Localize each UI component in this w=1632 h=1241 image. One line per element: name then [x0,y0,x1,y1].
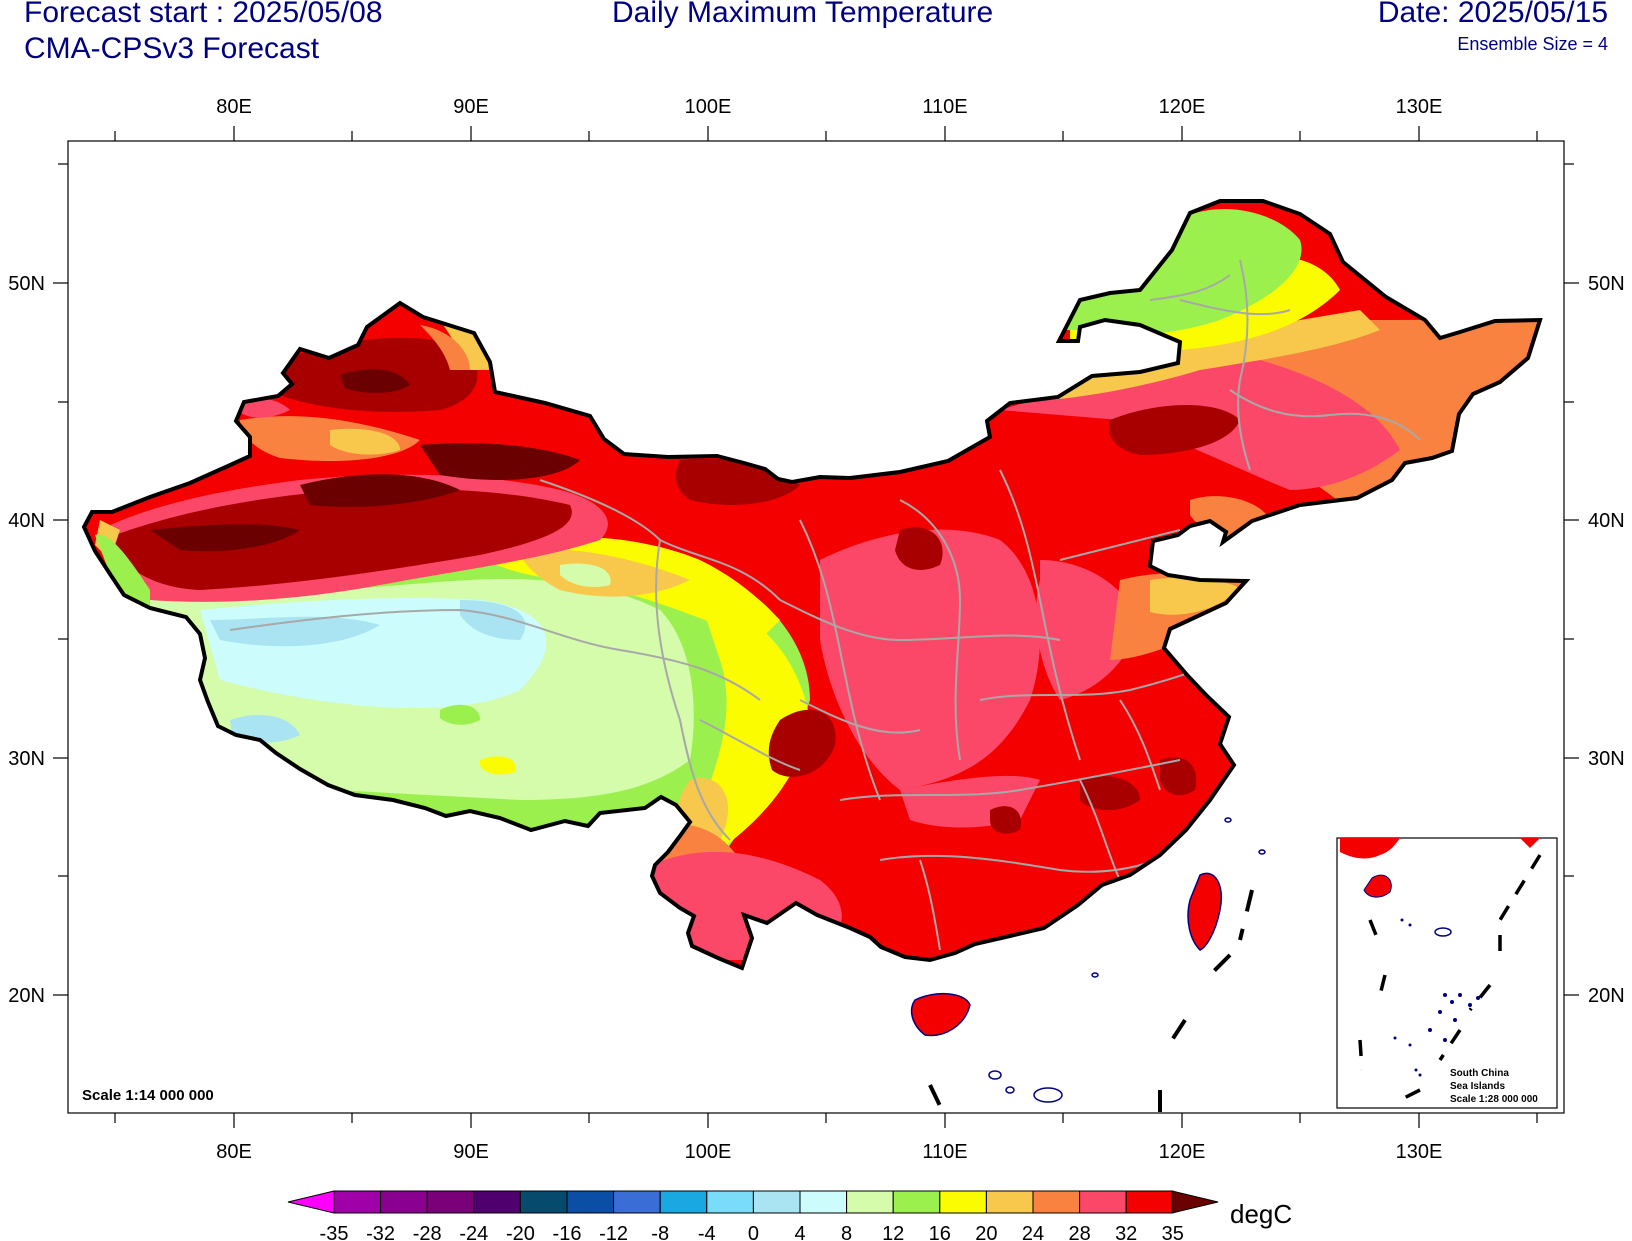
colorbar-tick-label: 20 [975,1223,997,1241]
inset-label-line1: South China [1450,1068,1509,1079]
lon-label-90e-bottom: 90E [453,1141,489,1163]
valid-date-label: Date: 2025/05/15 [1377,0,1608,29]
axis-ticks [53,126,1579,1128]
map-title: Daily Maximum Temperature [612,0,994,29]
colorbar-cell [1032,1190,1081,1214]
lat-label-40n-left: 40N [8,510,45,532]
colorbar-tick-label: 16 [929,1223,951,1241]
colorbar-cell [473,1190,521,1214]
colorbar-low-arrow [287,1190,335,1214]
colorbar-cell [380,1190,428,1214]
lon-label-110e-top: 110E [922,96,967,118]
lon-label-100e-bottom: 100E [685,1141,732,1163]
lon-label-100e-top: 100E [685,96,732,118]
inset-label-line2: Sea Islands [1450,1081,1505,1092]
lat-label-50n-right: 50N [1588,273,1625,295]
lat-label-30n-left: 30N [8,748,45,770]
lon-label-80e-bottom: 80E [216,1141,252,1163]
lat-label-50n-left: 50N [8,273,45,295]
lat-label-20n-right: 20N [1588,985,1625,1007]
lat-label-20n-left: 20N [8,985,45,1007]
offshore-islands [988,817,1266,1103]
colorbar-tick-label: 35 [1162,1223,1184,1241]
colorbar: -35 -32 -28 -24 -20 -16 -12 -8 -4 0 4 8 12 16 20 24 28 32… [287,1190,1292,1241]
colorbar-tick-label: 28 [1068,1223,1090,1241]
colorbar-tick-label: -24 [459,1223,488,1241]
colorbar-tick-label: -32 [366,1223,395,1241]
colorbar-unit-label: degC [1230,1199,1292,1229]
colorbar-tick-label: -4 [698,1223,716,1241]
colorbar-cell [939,1190,987,1214]
lon-label-120e-bottom: 120E [1159,1141,1206,1163]
maritime-boundary [928,889,1254,1115]
colorbar-cell [846,1190,894,1214]
lon-label-120e-top: 120E [1159,96,1206,118]
colorbar-tick-label: 32 [1115,1223,1137,1241]
lon-label-110e-bottom: 110E [922,1141,967,1163]
lat-labels-left: 50N 40N 30N 20N [8,273,45,1007]
model-label: CMA-CPSv3 Forecast [24,32,320,65]
colorbar-cell [985,1190,1034,1214]
colorbar-cell [1079,1190,1127,1214]
colorbar-cell [1125,1190,1174,1214]
colorbar-high-arrow [1171,1190,1219,1214]
lon-labels-top: 80E 90E 100E 110E 120E 130E [216,96,1442,118]
colorbar-cell [519,1190,568,1214]
inset-label-line3: Scale 1:28 000 000 [1450,1094,1538,1105]
colorbar-tick-label: 12 [882,1223,904,1241]
hainan-island [910,992,971,1037]
colorbar-tick-label: 24 [1022,1223,1044,1241]
colorbar-tick-label: -20 [506,1223,535,1241]
lon-label-80e-top: 80E [216,96,252,118]
colorbar-cell [426,1190,475,1214]
lat-label-30n-right: 30N [1588,748,1625,770]
colorbar-cell [659,1190,708,1214]
inset-south-china-sea: South China Sea Islands Scale 1:28 000 0… [1336,837,1558,1109]
lon-label-90e-top: 90E [453,96,489,118]
colorbar-tick-label: 0 [748,1223,759,1241]
province-boundaries [229,259,1421,951]
ensemble-size-label: Ensemble Size = 4 [1457,34,1608,54]
colorbar-cell [333,1190,382,1214]
colorbar-cell [892,1190,941,1214]
colorbar-cell [706,1190,754,1214]
lat-labels-right: 50N 40N 30N 20N [1588,273,1625,1007]
lon-label-130e-bottom: 130E [1396,1141,1443,1163]
forecast-start-label: Forecast start : 2025/05/08 [24,0,383,29]
lat-label-40n-right: 40N [1588,510,1625,532]
colorbar-tick-label: -8 [651,1223,669,1241]
colorbar-cell [799,1190,848,1214]
taiwan-island [1187,872,1222,951]
colorbar-tick-label: -28 [413,1223,442,1241]
lon-label-130e-top: 130E [1396,96,1443,118]
colorbar-tick-label: -16 [553,1223,582,1241]
colorbar-cell [613,1190,661,1214]
colorbar-tick-label: 4 [794,1223,805,1241]
colorbar-cell [566,1190,615,1214]
lon-labels-bottom: 80E 90E 100E 110E 120E 130E [216,1141,1442,1163]
colorbar-tick-label: 8 [841,1223,852,1241]
colorbar-cell [752,1190,801,1214]
scale-label: Scale 1:14 000 000 [82,1087,214,1104]
colorbar-tick-label: -35 [320,1223,349,1241]
colorbar-tick-label: -12 [599,1223,628,1241]
